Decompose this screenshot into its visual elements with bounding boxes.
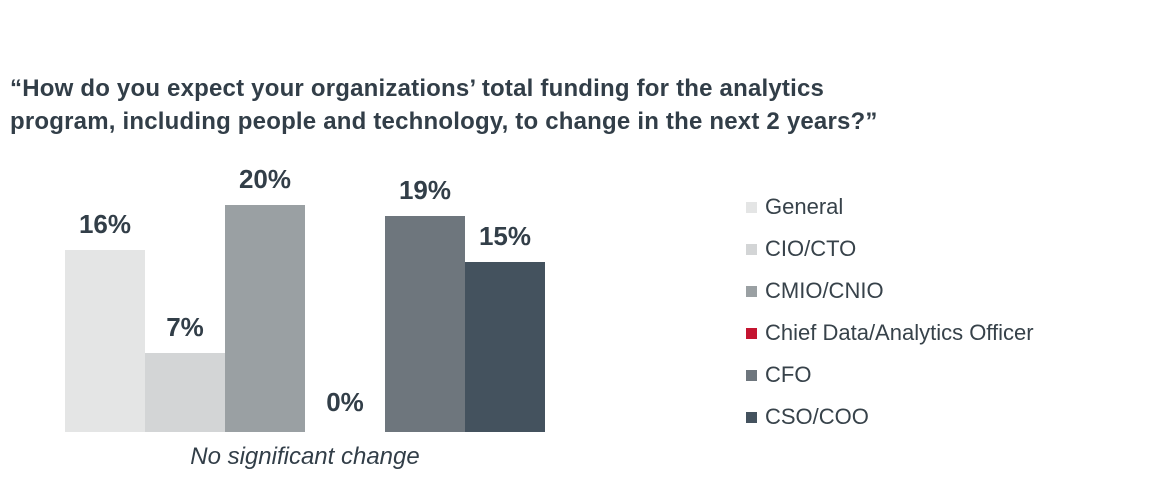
legend-swatch-icon: [746, 369, 757, 381]
plot-area: 16% 7% 20% 0% 19% 15%: [65, 164, 545, 432]
bar-value-label: 19%: [398, 175, 452, 205]
legend-swatch-icon: [746, 285, 757, 297]
legend-swatch-icon: [746, 201, 757, 213]
category-label: No significant change: [190, 443, 420, 470]
bar-value-label: 15%: [478, 221, 532, 251]
legend-label: Chief Data/Analytics Officer: [765, 320, 1034, 345]
bar-value-label: 16%: [78, 209, 132, 239]
chart-title-line1: “How do you expect your organizations’ t…: [10, 75, 825, 102]
legend-item-chief-data-analytics-officer: Chief Data/Analytics Officer: [746, 312, 1034, 354]
bar-cmio-cnio: [225, 205, 305, 432]
bar-value-label: 0%: [326, 387, 364, 417]
legend-swatch-icon: [746, 327, 757, 339]
bar-value-label: 7%: [166, 312, 204, 342]
bar-value-label: 20%: [238, 164, 292, 194]
legend-label: General: [765, 194, 844, 219]
legend-item-cso-coo: CSO/COO: [746, 396, 1034, 438]
legend-label: CFO: [765, 362, 812, 387]
legend-item-cfo: CFO: [746, 354, 1034, 396]
legend-swatch-icon: [746, 243, 757, 255]
bar-cso-coo: [465, 262, 545, 432]
bar-cfo: [385, 216, 465, 432]
bar-general: [65, 250, 145, 432]
chart-title-line2: program, including people and technology…: [10, 108, 878, 135]
legend-label: CSO/COO: [765, 404, 869, 429]
legend: General CIO/CTO CMIO/CNIO Chief Data/Analyt…: [746, 186, 1034, 438]
legend-item-cio-cto: CIO/CTO: [746, 228, 1034, 270]
legend-swatch-icon: [746, 411, 757, 423]
chart-title: “How do you expect your organizations’ t…: [10, 72, 930, 138]
bar-cio-cto: [145, 353, 225, 432]
legend-item-cmio-cnio: CMIO/CNIO: [746, 270, 1034, 312]
legend-label: CIO/CTO: [765, 236, 857, 261]
legend-label: CMIO/CNIO: [765, 278, 884, 303]
legend-item-general: General: [746, 186, 1034, 228]
